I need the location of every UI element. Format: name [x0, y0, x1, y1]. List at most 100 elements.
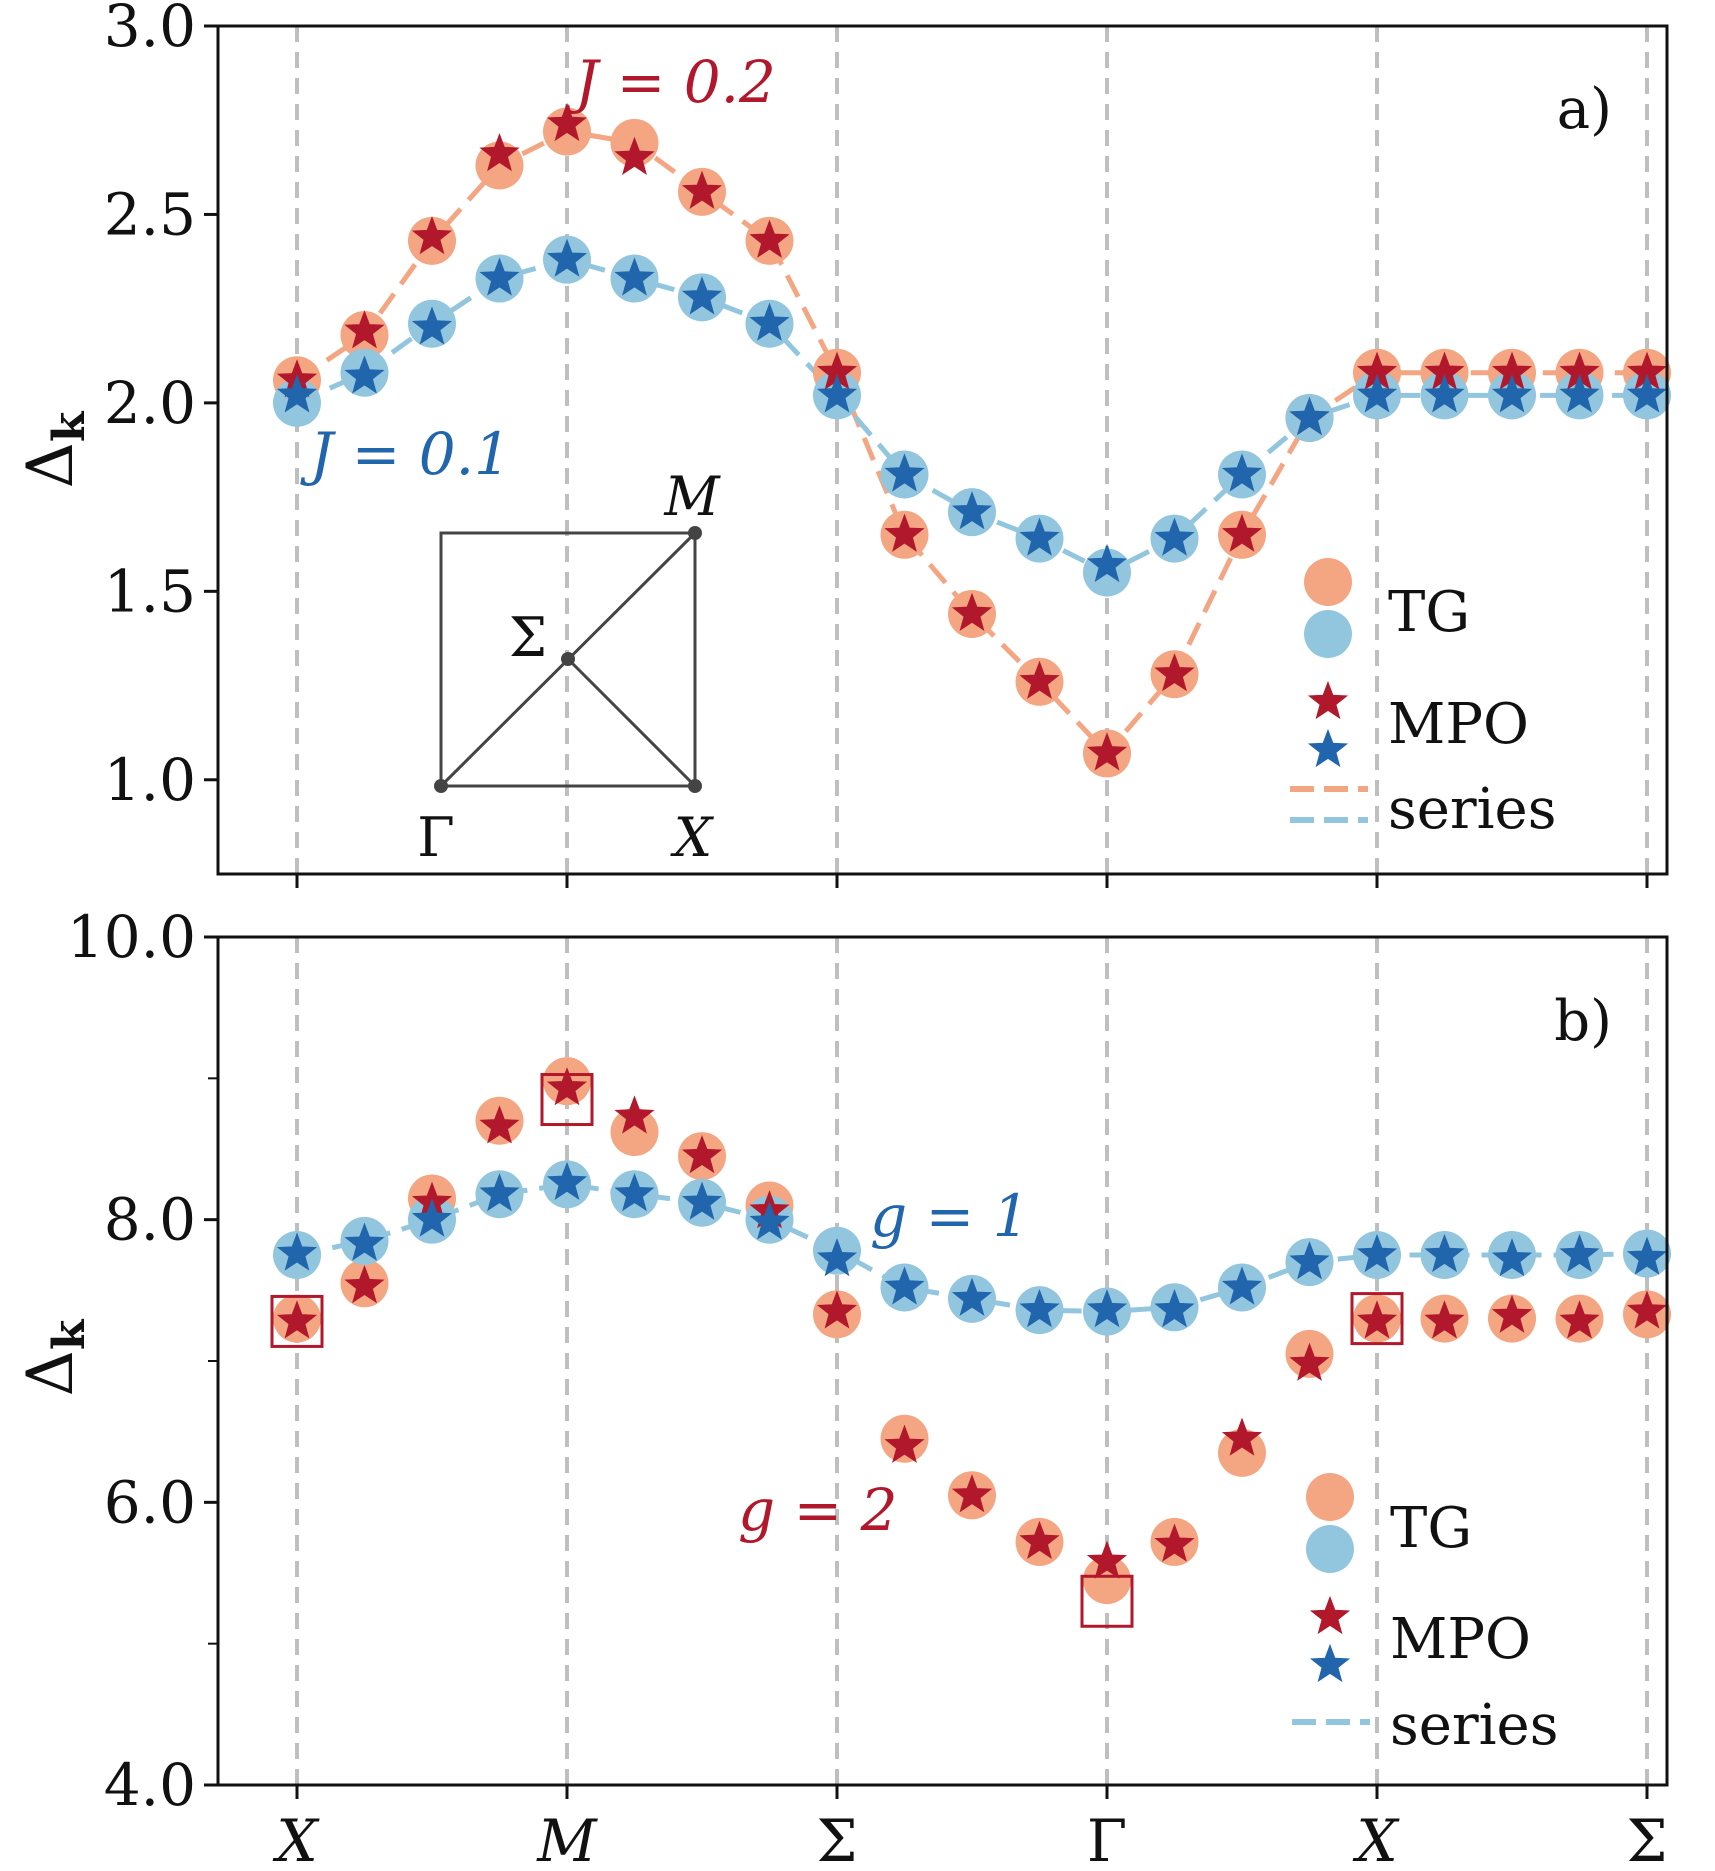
mpo-point — [344, 355, 385, 394]
mpo-point — [1019, 1288, 1060, 1328]
mpo-point — [546, 102, 588, 142]
tg-point — [1218, 1428, 1266, 1477]
legend-tg-orange — [1306, 1473, 1354, 1521]
mpo-point — [1086, 543, 1128, 583]
y-tick-label: 10.0 — [67, 903, 196, 971]
mpo-point — [1626, 374, 1668, 413]
bz-square — [439, 531, 697, 788]
bz-point-gamma — [434, 779, 448, 793]
mpo-point — [1154, 1288, 1195, 1328]
mpo-point — [1626, 1236, 1668, 1275]
panel-b: 4.0 6.0 8.0 10.0 X M Σ Γ X Σ Δk b) g = 1 g = 2 T… — [14, 903, 1671, 1871]
mpo-point — [681, 170, 723, 209]
legend-tg-blue — [1304, 610, 1352, 658]
mpo-point — [749, 302, 790, 341]
mpo-point — [344, 310, 385, 349]
x-tick-label: Σ — [1626, 1807, 1667, 1871]
bz-label-m: M — [663, 465, 721, 528]
mpo-point — [479, 257, 520, 296]
mpo-point — [884, 1266, 925, 1305]
brillouin-zone-inset: M Σ Γ X — [417, 465, 721, 869]
mpo-point — [1559, 374, 1600, 413]
mpo-point — [816, 374, 858, 413]
y-tick-label: 2.0 — [104, 369, 196, 437]
mpo-point — [1626, 1290, 1668, 1329]
mpo-point — [1289, 396, 1330, 436]
mpo-point — [614, 136, 655, 175]
highlight-box — [1080, 1574, 1134, 1628]
mpo-point — [276, 374, 318, 413]
mpo-point — [1491, 1238, 1533, 1277]
legend-mpo-label: MPO — [1390, 1607, 1531, 1672]
mpo-point — [681, 1134, 723, 1174]
mpo-point — [1221, 453, 1263, 492]
bz-label-sigma: Σ — [509, 606, 547, 669]
mpo-point — [411, 1198, 453, 1237]
mpo-point — [816, 1238, 858, 1277]
x-tick-label: M — [536, 1807, 598, 1871]
mpo-point — [1356, 1300, 1398, 1339]
panel-b-tag: b) — [1554, 989, 1612, 1054]
mpo-point — [1086, 1540, 1128, 1579]
mpo-point — [816, 1290, 858, 1329]
legend-mpo-blue-star — [1309, 1643, 1351, 1683]
legend-mpo-red-star — [1307, 680, 1349, 720]
panel-b-legend: TG MPO series — [1292, 1473, 1558, 1758]
x-tick-label: X — [272, 1807, 320, 1871]
mpo-point — [276, 1300, 318, 1339]
x-tick-label: Γ — [1087, 1807, 1127, 1871]
mpo-point — [1019, 660, 1060, 699]
panel-a-frame — [216, 24, 1669, 876]
mpo-point — [1154, 1523, 1195, 1562]
legend-tg-blue — [1306, 1525, 1354, 1573]
mpo-point — [1086, 1288, 1128, 1328]
mpo-point — [681, 276, 723, 315]
mpo-point — [951, 592, 993, 631]
y-tick-label: 1.0 — [104, 746, 196, 814]
legend-series-label: series — [1390, 1693, 1558, 1758]
mpo-point — [951, 1474, 993, 1513]
mpo-point — [1491, 374, 1533, 413]
mpo-point — [951, 1277, 993, 1316]
panel-a-tag: a) — [1557, 77, 1612, 142]
y-tick-label: 3.0 — [104, 0, 196, 60]
mpo-point — [546, 1161, 588, 1200]
mpo-point — [479, 1173, 520, 1212]
highlight-box — [270, 1294, 324, 1348]
legend-mpo-red-star — [1309, 1595, 1351, 1635]
mpo-point — [411, 306, 453, 345]
mpo-point — [1356, 1233, 1398, 1273]
mpo-point — [1221, 1266, 1263, 1305]
annotation-j01: J = 0.1 — [300, 420, 511, 488]
mpo-point — [411, 215, 453, 255]
mpo-point — [479, 132, 520, 172]
bz-point-sigma — [561, 652, 575, 666]
x-tick-label: X — [1352, 1807, 1400, 1871]
mpo-point — [884, 1424, 925, 1463]
mpo-point — [1491, 1294, 1533, 1333]
mpo-point — [479, 1105, 520, 1144]
mpo-point — [1154, 653, 1195, 692]
y-tick-label: 4.0 — [104, 1751, 196, 1819]
bz-point-m — [688, 526, 702, 540]
mpo-point — [276, 1232, 318, 1271]
legend-tg-label: TG — [1388, 580, 1470, 645]
legend-series-label: series — [1388, 777, 1556, 842]
mpo-point — [614, 1173, 655, 1212]
panel-a-legend: TG MPO series — [1290, 558, 1556, 842]
bz-point-x — [688, 779, 702, 793]
mpo-point — [344, 1222, 385, 1261]
highlight-box — [1350, 1292, 1404, 1346]
mpo-point — [546, 1067, 588, 1106]
mpo-point — [681, 1181, 723, 1220]
legend-mpo-label: MPO — [1388, 692, 1529, 757]
mpo-point — [1356, 374, 1398, 413]
bz-label-x: X — [670, 806, 715, 869]
mpo-point — [1221, 1417, 1263, 1456]
mpo-point — [1424, 1300, 1465, 1339]
mpo-point — [1559, 1233, 1600, 1273]
mpo-point — [1424, 374, 1465, 413]
panel-a-ylabel: Δk — [14, 410, 95, 488]
bz-label-gamma: Γ — [417, 806, 454, 869]
mpo-point — [614, 257, 655, 296]
